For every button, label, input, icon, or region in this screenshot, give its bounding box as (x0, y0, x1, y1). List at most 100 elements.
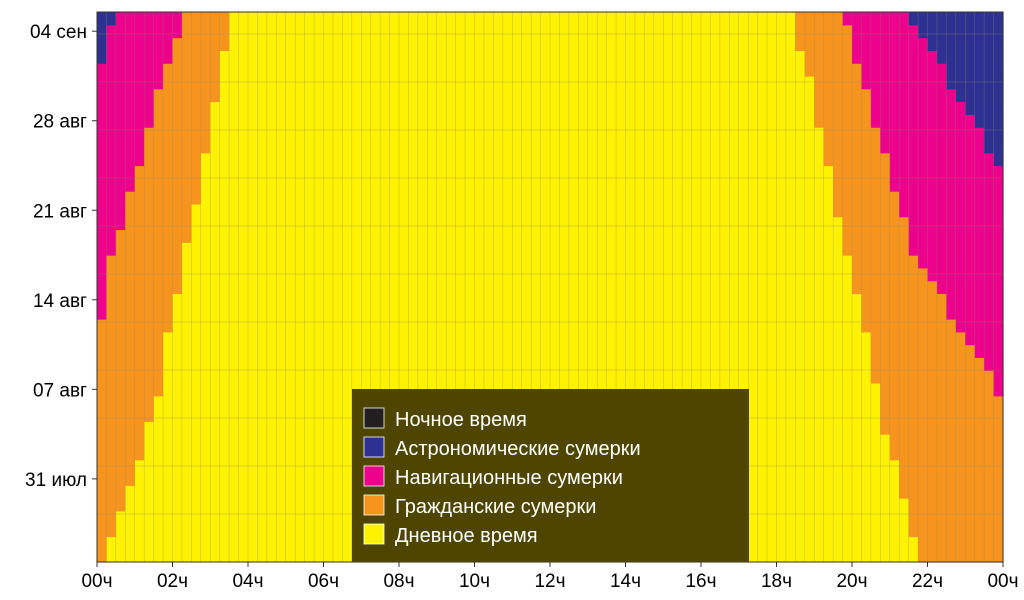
x-tick-label: 20ч (836, 571, 867, 592)
phase-cell (908, 242, 1004, 256)
phase-cell (153, 88, 221, 103)
y-tick-label: 14 авг (33, 291, 87, 312)
phase-cell (984, 357, 1004, 371)
x-tick-label: 12ч (534, 571, 565, 592)
phase-cell (97, 101, 155, 115)
phase-cell (200, 191, 834, 205)
phase-cell (852, 50, 938, 64)
phase-cell (106, 293, 174, 307)
phase-cell (163, 63, 221, 77)
legend-label: Ночное время (395, 409, 527, 431)
phase-cell (200, 178, 834, 192)
legend-swatch (363, 465, 385, 487)
phase-cell (172, 50, 221, 64)
phase-cell (144, 139, 211, 154)
phase-cell (974, 344, 1004, 358)
phase-cell (852, 267, 929, 282)
phase-cell (880, 127, 985, 141)
phase-cell (97, 139, 145, 154)
phase-cell (210, 101, 815, 115)
phase-cell (880, 395, 1004, 410)
phase-cell (163, 75, 221, 90)
x-tick-label: 06ч (308, 571, 339, 592)
phase-cell (889, 178, 1004, 192)
phase-cell (814, 101, 872, 115)
phase-cell (97, 357, 164, 371)
phase-cell (97, 178, 136, 192)
phase-cell (106, 50, 174, 64)
phase-cell (97, 498, 126, 512)
phase-cell (842, 216, 910, 231)
phase-cell (97, 152, 145, 167)
phase-cell (134, 178, 202, 192)
legend-swatch (363, 436, 385, 458)
phase-cell (908, 523, 1004, 538)
phase-cell (936, 280, 1004, 294)
phase-cell (842, 12, 910, 26)
phase-cell (861, 293, 947, 307)
plot-area (97, 12, 1004, 563)
phase-cell (804, 50, 853, 64)
phase-cell (97, 12, 117, 26)
phase-cell (946, 306, 1004, 320)
phase-cell (880, 139, 985, 154)
phase-cell (814, 88, 872, 103)
phase-cell (163, 357, 872, 371)
phase-cell (181, 24, 230, 39)
phase-cell (125, 216, 192, 231)
phase-cell (833, 191, 900, 205)
legend-swatch (363, 407, 385, 429)
phase-cell (172, 306, 863, 320)
phase-cell (880, 408, 1004, 422)
phase-cell (163, 370, 872, 384)
x-tick-label: 08ч (383, 571, 414, 592)
phase-cell (97, 446, 145, 461)
legend: Ночное время Астрономические сумерки Навиг… (352, 389, 749, 562)
phase-cell (870, 88, 957, 103)
phase-cell (823, 127, 881, 141)
phase-cell (852, 37, 929, 51)
phase-cell (946, 293, 1004, 307)
grid-lines (97, 12, 1003, 562)
phase-cell (106, 255, 183, 269)
phase-cell (899, 459, 1004, 474)
y-axis: 31 июл 07 авг 14 авг 21 авг 28 авг 04 сен (25, 22, 97, 491)
phase-cell (889, 152, 995, 167)
phase-cell (955, 88, 1004, 103)
phase-cell (918, 536, 1004, 550)
phase-cell (97, 395, 155, 410)
y-tick-label: 21 авг (33, 201, 87, 222)
phase-cell (870, 370, 995, 384)
phase-cell (115, 229, 192, 243)
y-tick-label: 31 июл (25, 470, 87, 491)
phase-cell (97, 536, 108, 550)
x-tick-label: 22ч (912, 571, 943, 592)
phase-cell (134, 165, 202, 179)
phase-cell (833, 203, 900, 218)
legend-label: Гражданские сумерки (395, 496, 596, 518)
phase-cell (181, 280, 853, 294)
phase-cell (210, 114, 815, 128)
phase-cell (795, 12, 844, 26)
phase-cell (219, 75, 815, 90)
phase-cell (153, 114, 211, 128)
phase-cell (219, 88, 815, 103)
phase-cell (993, 152, 1004, 167)
phase-cell (899, 191, 1004, 205)
y-tick-label: 07 авг (33, 380, 87, 401)
phase-cell (97, 50, 108, 64)
phase-cell (97, 331, 164, 346)
phase-cell (97, 229, 117, 243)
phase-cell (795, 37, 853, 51)
phase-cell (908, 510, 1004, 525)
phase-cell (219, 50, 806, 64)
phase-cell (97, 88, 155, 103)
phase-cell (899, 203, 1004, 218)
phase-cell (870, 344, 976, 358)
phase-cell (97, 280, 108, 294)
legend-swatch (363, 523, 385, 545)
phase-cell (210, 139, 825, 154)
phase-cell (144, 152, 202, 167)
phase-cell (163, 331, 872, 346)
x-tick-label: 02ч (157, 571, 188, 592)
